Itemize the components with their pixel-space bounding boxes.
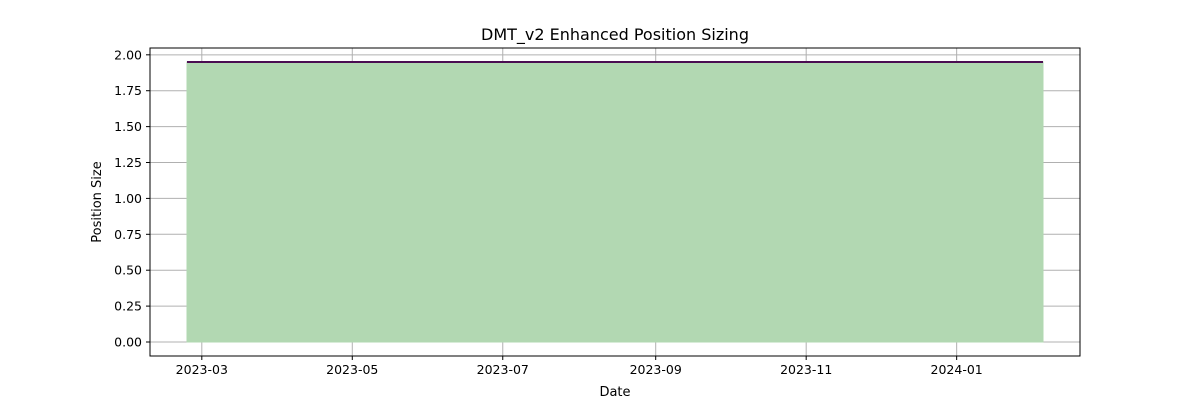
- y-tick-label: 1.00: [114, 191, 142, 206]
- y-tick-label: 0.00: [114, 335, 142, 350]
- y-tick-label: 1.50: [114, 119, 142, 134]
- y-tick-label: 0.25: [114, 299, 142, 314]
- x-tick-label: 2023-09: [630, 362, 682, 377]
- position-size-area: [186, 61, 1044, 343]
- y-axis-label: Position Size: [90, 161, 105, 242]
- y-tick-label: 0.75: [114, 227, 142, 242]
- y-tick-label: 0.50: [114, 263, 142, 278]
- x-tick-label: 2023-05: [326, 362, 378, 377]
- x-tick-label: 2023-11: [780, 362, 832, 377]
- x-tick-label: 2023-07: [477, 362, 529, 377]
- y-tick-label: 2.00: [114, 47, 142, 62]
- axis-ticks: 2023-03 2023-05 2023-07 2023-09 2023-11 2024-…: [114, 47, 983, 377]
- chart-title: DMT_v2 Enhanced Position Sizing: [481, 25, 749, 45]
- x-axis-label: Date: [599, 385, 630, 400]
- y-tick-label: 1.25: [114, 155, 142, 170]
- x-tick-label: 2023-03: [176, 362, 228, 377]
- x-tick-label: 2024-01: [931, 362, 983, 377]
- plot-series: [186, 61, 1044, 343]
- y-tick-label: 1.75: [114, 83, 142, 98]
- plot-frame: [149, 47, 1081, 357]
